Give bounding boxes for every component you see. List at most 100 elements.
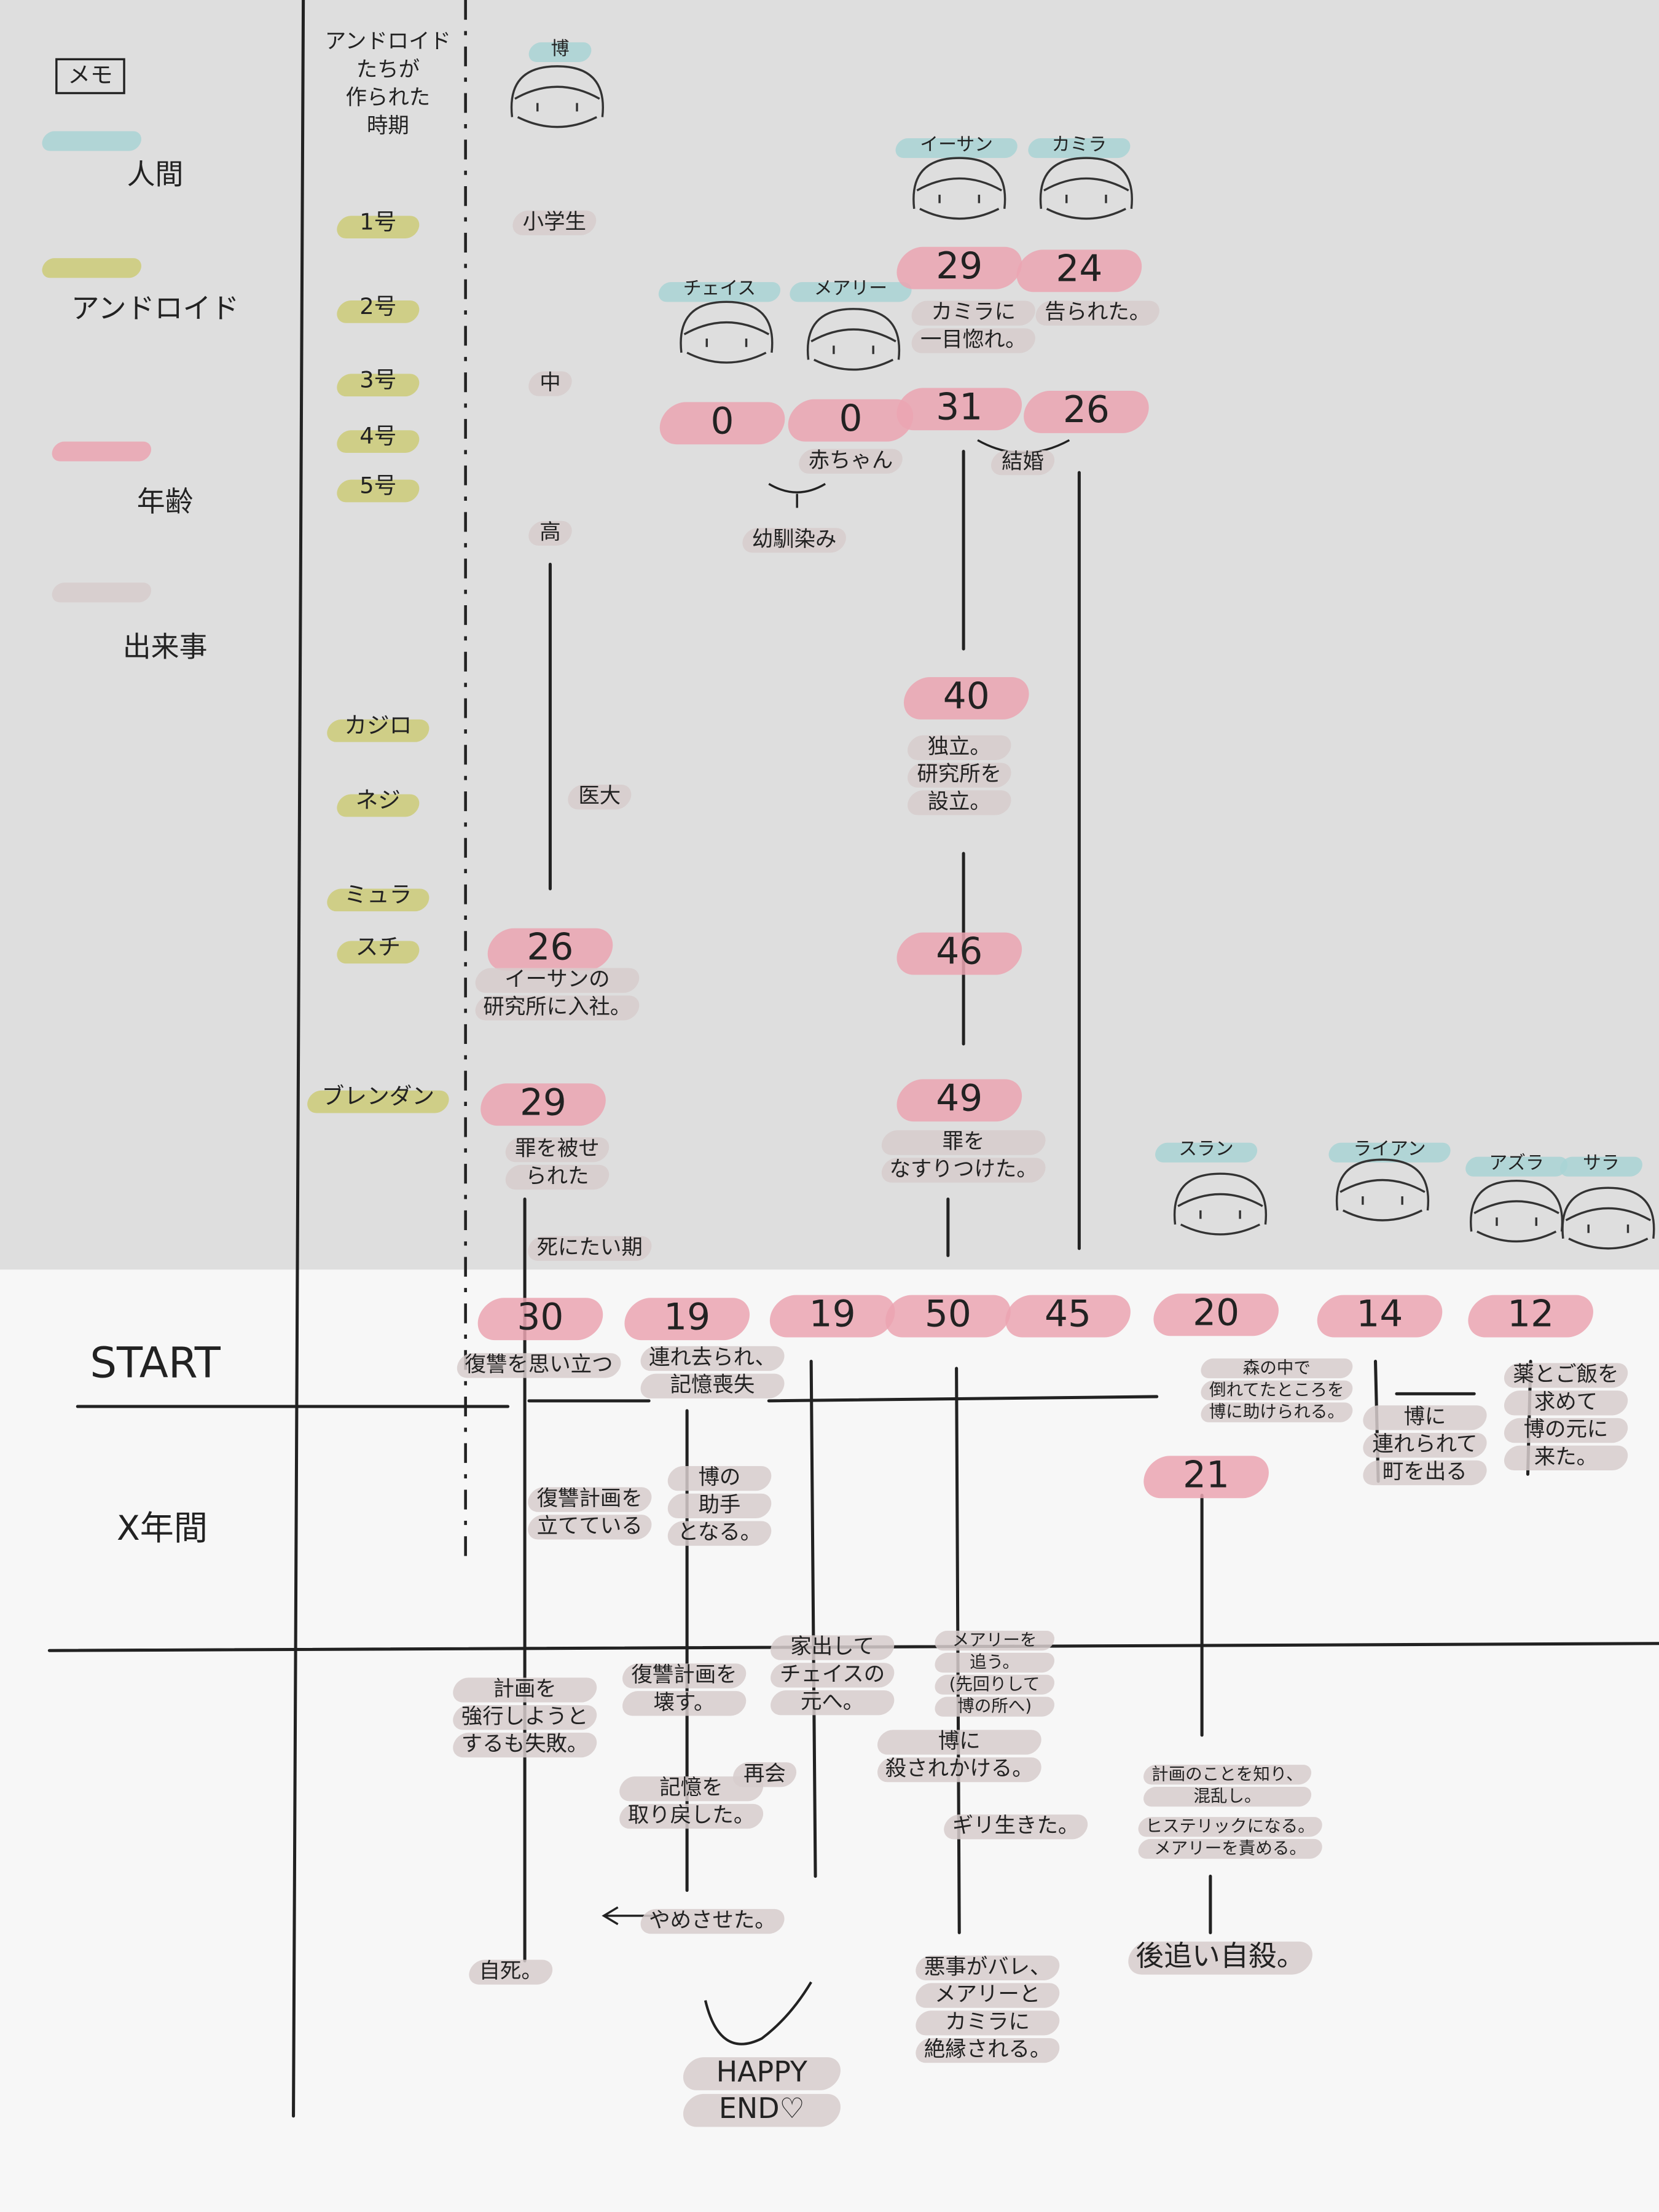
highlight <box>1138 1838 1322 1859</box>
highlight <box>1328 1142 1451 1163</box>
highlight <box>1201 1358 1353 1379</box>
highlight <box>505 1137 610 1163</box>
age-label: 26 <box>527 927 573 969</box>
highlight <box>935 1674 1054 1695</box>
highlight <box>1363 1433 1487 1458</box>
highlight <box>771 1690 895 1716</box>
highlight <box>683 2057 841 2090</box>
highlight <box>42 131 141 151</box>
age-label: 30 <box>517 1296 563 1338</box>
legend-label: アンドロイド <box>71 292 240 325</box>
age-label: 50 <box>925 1293 971 1336</box>
highlight <box>732 1762 797 1787</box>
highlight <box>896 388 1022 431</box>
highlight <box>683 2093 841 2127</box>
event-text: 死にたい期 <box>537 1235 643 1260</box>
highlight <box>1201 1380 1353 1400</box>
highlight <box>1504 1418 1628 1443</box>
highlight <box>881 1158 1046 1183</box>
event-text: 罪を <box>943 1129 985 1154</box>
age-label: 20 <box>1193 1292 1239 1334</box>
highlight <box>475 995 640 1021</box>
highlight <box>881 1130 1046 1155</box>
event-text: 追う。 <box>970 1652 1019 1672</box>
highlight <box>640 1908 785 1934</box>
highlight <box>337 941 420 964</box>
event-text: 連れ去られ、 <box>649 1345 776 1370</box>
event-text: 来た。 <box>1534 1445 1598 1469</box>
android-label: スチ <box>356 933 401 960</box>
phase-label: START <box>90 1338 221 1387</box>
highlight <box>1128 1941 1312 1975</box>
highlight <box>1363 1405 1487 1430</box>
event-text: 連れられて <box>1372 1432 1477 1457</box>
event-text: られた <box>525 1164 589 1188</box>
highlight <box>52 441 152 461</box>
highlight <box>911 328 1035 353</box>
character-name: サラ <box>1583 1153 1620 1174</box>
event-text: 博に助けられる。 <box>1209 1402 1344 1422</box>
event-text: 計画を <box>493 1677 556 1701</box>
highlight <box>619 1776 764 1802</box>
event-text: 混乱し。 <box>1193 1786 1261 1806</box>
header-line: たちが <box>356 57 420 82</box>
android-label: ネジ <box>356 787 401 814</box>
legend-label: 人間 <box>127 157 184 190</box>
highlight <box>475 968 640 993</box>
highlight <box>667 1465 772 1491</box>
event-text: やめさせた。 <box>649 1908 776 1933</box>
event-text: 復讐計画を <box>631 1663 737 1687</box>
android-label: 1号 <box>359 208 396 235</box>
android-label: 3号 <box>359 366 396 393</box>
stroke-line <box>809 1360 817 1878</box>
event-text: メアリーを <box>952 1630 1037 1650</box>
highlight <box>1028 138 1131 159</box>
highlight <box>1504 1445 1628 1470</box>
highlight <box>896 1079 1022 1122</box>
highlight <box>1560 1156 1642 1177</box>
event-text: 後追い自殺。 <box>1135 1939 1304 1972</box>
android-label: ミュラ <box>344 881 412 908</box>
highlight <box>453 1705 597 1730</box>
event-text: 罪を被せ <box>515 1137 600 1161</box>
highlight <box>480 1083 606 1126</box>
event-text: 森の中で <box>1243 1358 1311 1378</box>
highlight <box>640 1346 785 1371</box>
character-name: スラン <box>1179 1139 1233 1160</box>
event-text: 絶縁される。 <box>924 2037 1051 2062</box>
highlight <box>1138 1817 1322 1837</box>
event-text: イーサンの <box>504 967 610 992</box>
highlight <box>908 790 1011 815</box>
age-label: 14 <box>1356 1293 1403 1336</box>
highlight <box>896 932 1022 975</box>
age-label: 0 <box>711 400 734 442</box>
highlight <box>799 449 903 474</box>
event-text: カミラに <box>945 2010 1030 2034</box>
highlight <box>991 450 1055 476</box>
age-label: 12 <box>1507 1293 1554 1336</box>
android-label: 2号 <box>359 293 396 320</box>
event-text: 再会 <box>743 1762 786 1786</box>
event-text: カミラに <box>931 300 1016 324</box>
phase-label: X年間 <box>117 1508 208 1548</box>
highlight <box>908 735 1011 760</box>
highlight <box>640 1373 785 1398</box>
highlight <box>505 1164 610 1190</box>
character-name: イーサン <box>920 134 993 155</box>
highlight <box>619 1803 764 1829</box>
age-label: 29 <box>936 245 982 288</box>
event-text: ヒステリックになる。 <box>1145 1816 1314 1836</box>
highlight <box>916 1983 1060 2008</box>
header-line: 時期 <box>367 114 409 138</box>
event-text: 高 <box>539 520 560 544</box>
highlight <box>1143 1456 1269 1499</box>
highlight <box>935 1696 1054 1717</box>
highlight <box>742 528 846 553</box>
highlight <box>327 719 429 742</box>
highlight <box>788 399 914 442</box>
event-text: 結婚 <box>1002 450 1044 474</box>
highlight <box>916 1955 1060 1980</box>
age-label: 29 <box>520 1081 567 1124</box>
event-text: (先回りして <box>949 1674 1040 1694</box>
